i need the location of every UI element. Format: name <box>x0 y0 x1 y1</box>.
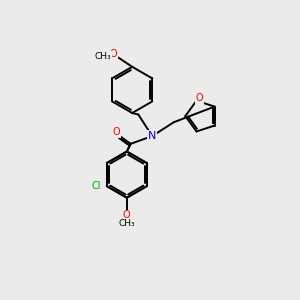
Text: O: O <box>113 127 121 137</box>
Text: CH₃: CH₃ <box>118 219 135 228</box>
Text: CH₃: CH₃ <box>94 52 111 61</box>
Text: O: O <box>110 49 118 59</box>
Text: O: O <box>196 93 203 103</box>
Text: O: O <box>123 210 130 220</box>
Text: N: N <box>148 131 156 141</box>
Text: Cl: Cl <box>91 181 101 191</box>
